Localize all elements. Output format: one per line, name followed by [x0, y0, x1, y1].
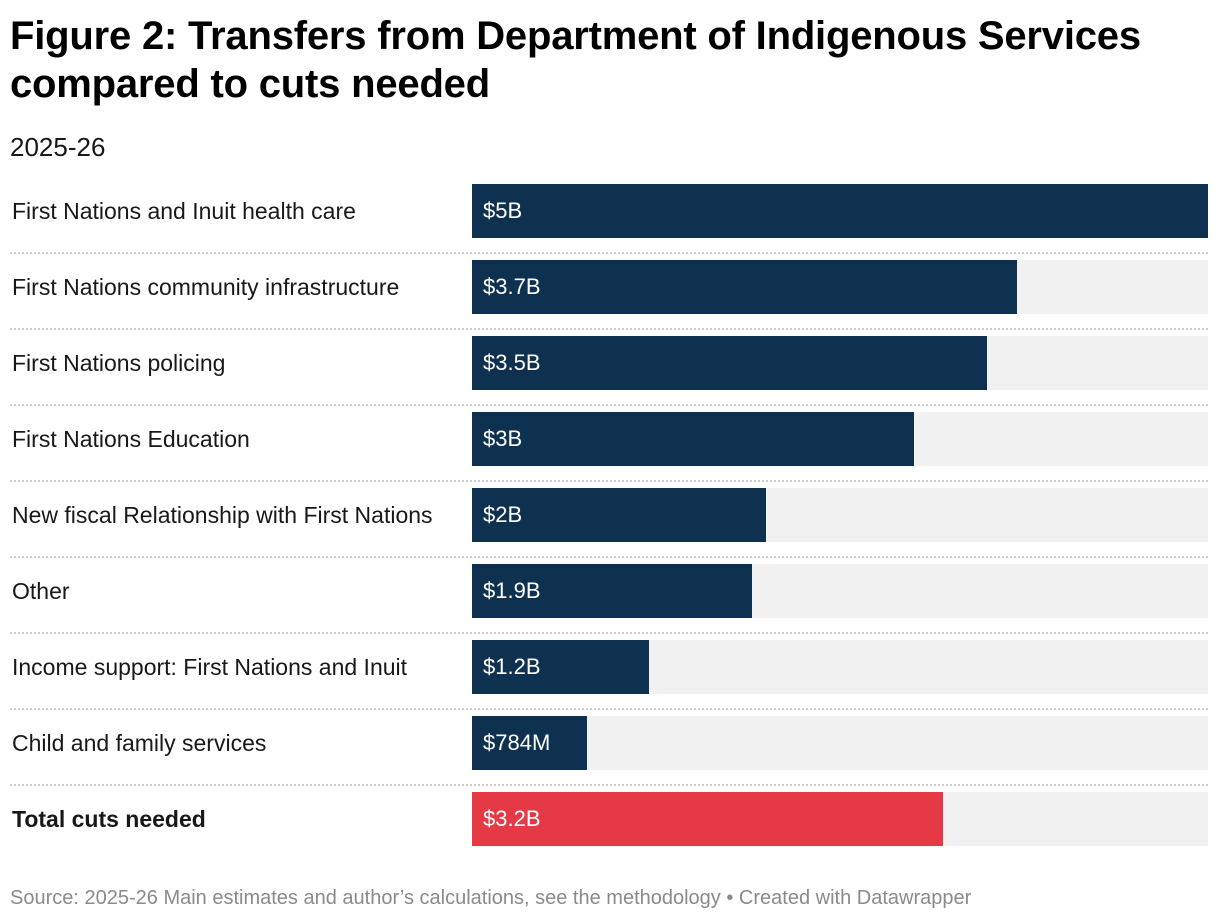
bar: $3.5B — [472, 336, 987, 390]
bar-track: $3.7B — [472, 260, 1208, 314]
row-divider — [10, 480, 1208, 482]
bar-row: Total cuts needed $3.2B — [10, 786, 1208, 862]
bar-track: $1.9B — [472, 564, 1208, 618]
bar-track: $3B — [472, 412, 1208, 466]
bar: $5B — [472, 184, 1208, 238]
row-divider — [10, 632, 1208, 634]
row-divider — [10, 556, 1208, 558]
chart-title: Figure 2: Transfers from Department of I… — [10, 14, 1141, 106]
bar-row: First Nations Education $3B — [10, 406, 1208, 482]
row-divider — [10, 708, 1208, 710]
category-label: Total cuts needed — [12, 806, 206, 832]
value-label: $2B — [483, 502, 523, 527]
chart-subtitle: 2025-26 — [10, 132, 106, 162]
bar: $1.9B — [472, 564, 752, 618]
bar-row: Child and family services $784M — [10, 710, 1208, 786]
bar: $3.2B — [472, 792, 943, 846]
bar-track: $5B — [472, 184, 1208, 238]
bar-row: Other $1.9B — [10, 558, 1208, 634]
category-label: Child and family services — [12, 730, 267, 756]
category-label: First Nations policing — [12, 350, 226, 376]
source-note: Source: 2025-26 Main estimates and autho… — [10, 887, 972, 909]
bar-row: New fiscal Relationship with First Natio… — [10, 482, 1208, 558]
bar-row: First Nations policing $3.5B — [10, 330, 1208, 406]
category-label: First Nations and Inuit health care — [12, 198, 356, 224]
row-divider — [10, 404, 1208, 406]
bar-chart: First Nations and Inuit health care $5B Fi… — [0, 178, 1220, 858]
bar-track: $1.2B — [472, 640, 1208, 694]
bar: $2B — [472, 488, 766, 542]
bar: $3B — [472, 412, 914, 466]
category-label: First Nations community infrastructure — [12, 274, 400, 300]
bar-row: First Nations community infrastructure $3… — [10, 254, 1208, 330]
value-label: $3.5B — [483, 350, 541, 375]
value-label: $3.2B — [483, 806, 541, 831]
row-divider — [10, 328, 1208, 330]
value-label: $784M — [483, 730, 551, 755]
bar-track: $2B — [472, 488, 1208, 542]
bar-track: $3.5B — [472, 336, 1208, 390]
bar-row: First Nations and Inuit health care $5B — [10, 178, 1208, 254]
value-label: $5B — [483, 198, 523, 223]
bar-track: $784M — [472, 716, 1208, 770]
bar: $1.2B — [472, 640, 649, 694]
row-divider — [10, 784, 1208, 786]
category-label: New fiscal Relationship with First Natio… — [12, 502, 433, 528]
category-label: Other — [12, 578, 70, 604]
value-label: $3B — [483, 426, 523, 451]
value-label: $3.7B — [483, 274, 541, 299]
bar: $3.7B — [472, 260, 1017, 314]
value-label: $1.9B — [483, 578, 541, 603]
category-label: First Nations Education — [12, 426, 250, 452]
bar-track: $3.2B — [472, 792, 1208, 846]
value-label: $1.2B — [483, 654, 541, 679]
bar-row: Income support: First Nations and Inuit $… — [10, 634, 1208, 710]
category-label: Income support: First Nations and Inuit — [12, 654, 408, 680]
row-divider — [10, 252, 1208, 254]
bar: $784M — [472, 716, 587, 770]
